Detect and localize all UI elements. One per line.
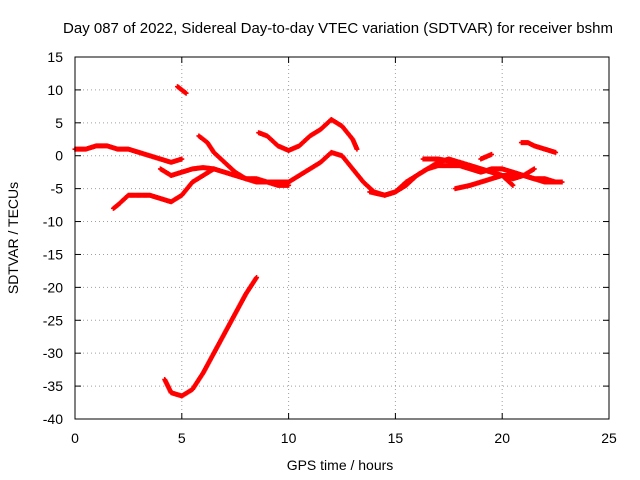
- data-point: [286, 182, 292, 188]
- data-point: [559, 179, 565, 185]
- y-tick-label: -20: [43, 279, 63, 295]
- data-point: [531, 166, 537, 172]
- chart-title: Day 087 of 2022, Sidereal Day-to-day VTE…: [63, 20, 613, 37]
- series-track-1: [72, 143, 185, 165]
- series-track-4: [196, 133, 292, 188]
- y-tick-label: -5: [51, 181, 64, 197]
- data-point: [489, 151, 495, 157]
- y-tick-label: -15: [43, 246, 63, 262]
- x-tick-label: 25: [601, 430, 617, 446]
- data-series: [72, 84, 565, 399]
- series-track-12: [162, 274, 260, 399]
- series-track-10: [478, 151, 495, 162]
- data-point: [254, 274, 260, 280]
- y-tick-label: 0: [55, 148, 63, 164]
- data-point: [354, 146, 360, 152]
- x-tick-label: 20: [494, 430, 510, 446]
- y-tick-label: -30: [43, 345, 63, 361]
- y-tick-label: 10: [47, 82, 63, 98]
- data-point: [179, 156, 185, 162]
- data-point: [553, 149, 559, 155]
- x-tick-label: 5: [178, 430, 186, 446]
- data-point: [183, 90, 189, 96]
- y-axis-label: SDTVAR / TECUs: [5, 182, 21, 294]
- x-tick-label: 15: [388, 430, 404, 446]
- series-track-3: [110, 166, 217, 211]
- series-track-9: [420, 156, 537, 182]
- data-point: [211, 166, 217, 172]
- y-tick-label: -10: [43, 214, 63, 230]
- series-track-6: [256, 117, 360, 153]
- y-tick-label: -40: [43, 411, 63, 427]
- x-axis-label: GPS time / hours: [287, 457, 394, 473]
- grid: [75, 57, 609, 419]
- series-track-5: [175, 84, 189, 96]
- axis-ticks: 0 5 10 15 20 25 15 10 5 0 -5 -10 -15 -20 -25 -30 -35 -40: [43, 49, 617, 446]
- x-tick-label: 0: [71, 430, 79, 446]
- y-tick-label: 15: [47, 49, 63, 65]
- x-tick-label: 10: [281, 430, 297, 446]
- series-track-11: [518, 140, 559, 155]
- y-tick-label: 5: [55, 115, 63, 131]
- y-tick-label: -25: [43, 312, 63, 328]
- y-tick-label: -35: [43, 378, 63, 394]
- plot-frame: [74, 56, 610, 420]
- data-point: [510, 182, 516, 188]
